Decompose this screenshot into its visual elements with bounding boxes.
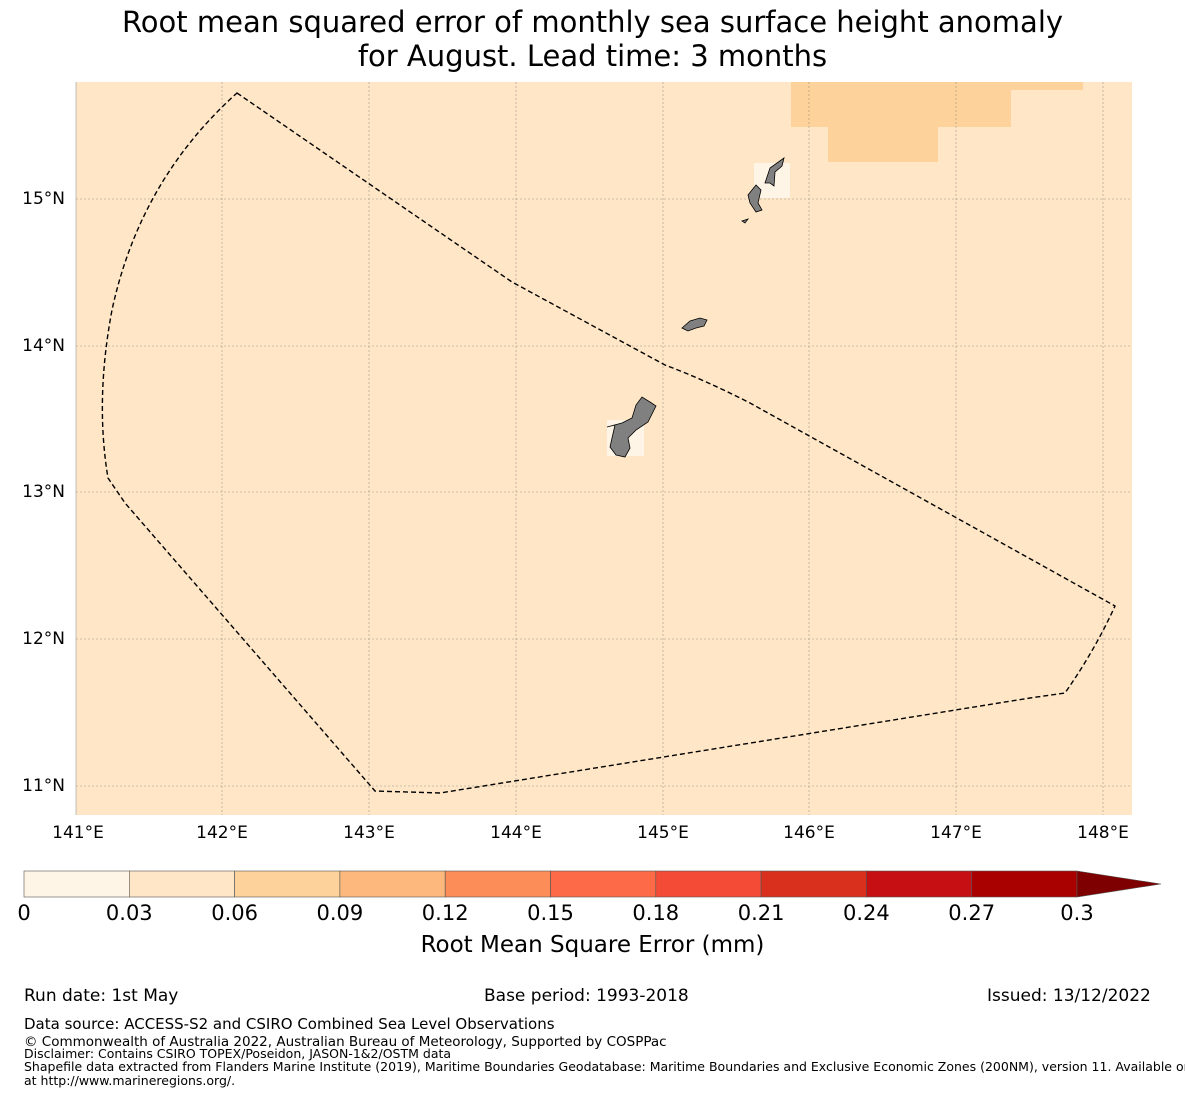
colorbar-segment (23, 870, 130, 898)
island-guam (606, 396, 657, 458)
lat-label-14N: 14°N (22, 336, 65, 356)
colorbar-segment (866, 870, 973, 898)
shapefile-credit-line1: Shapefile data extracted from Flanders M… (24, 1059, 1185, 1074)
colorbar-segment (444, 870, 551, 898)
lon-label-146E: 146°E (783, 823, 835, 843)
colorbar-tick-label: 0.06 (211, 901, 258, 925)
eez-boundary (101, 92, 1116, 794)
island-rota (681, 317, 708, 332)
chart-title-line2: for August. Lead time: 3 months (357, 39, 828, 73)
lat-label-11N: 11°N (22, 776, 65, 796)
data-source: Data source: ACCESS-S2 and CSIRO Combine… (24, 1015, 555, 1033)
lat-label-15N: 15°N (22, 189, 65, 209)
colorbar-tick-label: 0.24 (843, 901, 890, 925)
shapefile-credit-line2: at http://www.marineregions.org/. (24, 1073, 236, 1088)
colorbar-segment (234, 870, 341, 898)
map-background (76, 82, 1132, 815)
colorbar-segment (655, 870, 762, 898)
lon-label-148E: 148°E (1077, 823, 1129, 843)
colorbar-tick-label: 0.3 (1060, 901, 1094, 925)
colorbar-label: Root Mean Square Error (mm) (420, 932, 765, 958)
colorbar-segment (339, 870, 446, 898)
run-date: Run date: 1st May (24, 986, 179, 1006)
lon-label-147E: 147°E (930, 823, 982, 843)
base-period: Base period: 1993-2018 (484, 986, 689, 1006)
disclaimer: Disclaimer: Contains CSIRO TOPEX/Poseido… (24, 1046, 452, 1061)
colorbar-extend-arrow (1076, 870, 1162, 898)
colorbar-tick-label: 0.27 (948, 901, 996, 925)
colorbar-tick-label: 0.12 (421, 901, 469, 925)
colorbar-segment (550, 870, 657, 898)
lat-label-12N: 12°N (22, 629, 65, 649)
lon-label-144E: 144°E (490, 823, 542, 843)
lat-label-13N: 13°N (22, 482, 65, 502)
lon-label-145E: 145°E (637, 823, 689, 843)
colorbar-segment (129, 870, 235, 898)
colorbar-tick-label: 0.21 (737, 901, 785, 925)
rmse-patch-high (791, 82, 1083, 162)
lon-label-143E: 143°E (343, 823, 395, 843)
map-gridlines (76, 82, 1132, 815)
island-saipan (764, 157, 785, 187)
colorbar-tick-label: 0.03 (105, 901, 153, 925)
colorbar-tick-label: 0.18 (632, 901, 680, 925)
islands (606, 157, 785, 458)
lon-label-141E: 141°E (52, 823, 104, 843)
copyright: © Commonwealth of Australia 2022, Austra… (24, 1034, 667, 1050)
colorbar (23, 870, 1162, 898)
issued-date: Issued: 13/12/2022 (987, 986, 1151, 1006)
colorbar-segment (971, 870, 1078, 898)
colorbar-tick-label: 0.09 (316, 901, 364, 925)
chart-title-line1: Root mean squared error of monthly sea s… (121, 5, 1064, 39)
colorbar-segment (760, 870, 867, 898)
colorbar-tick-label: 0 (17, 901, 31, 925)
island-aguijan (741, 218, 750, 224)
colorbar-tick-label: 0.15 (527, 901, 574, 925)
lon-label-142E: 142°E (196, 823, 248, 843)
island-tinian (747, 184, 763, 213)
